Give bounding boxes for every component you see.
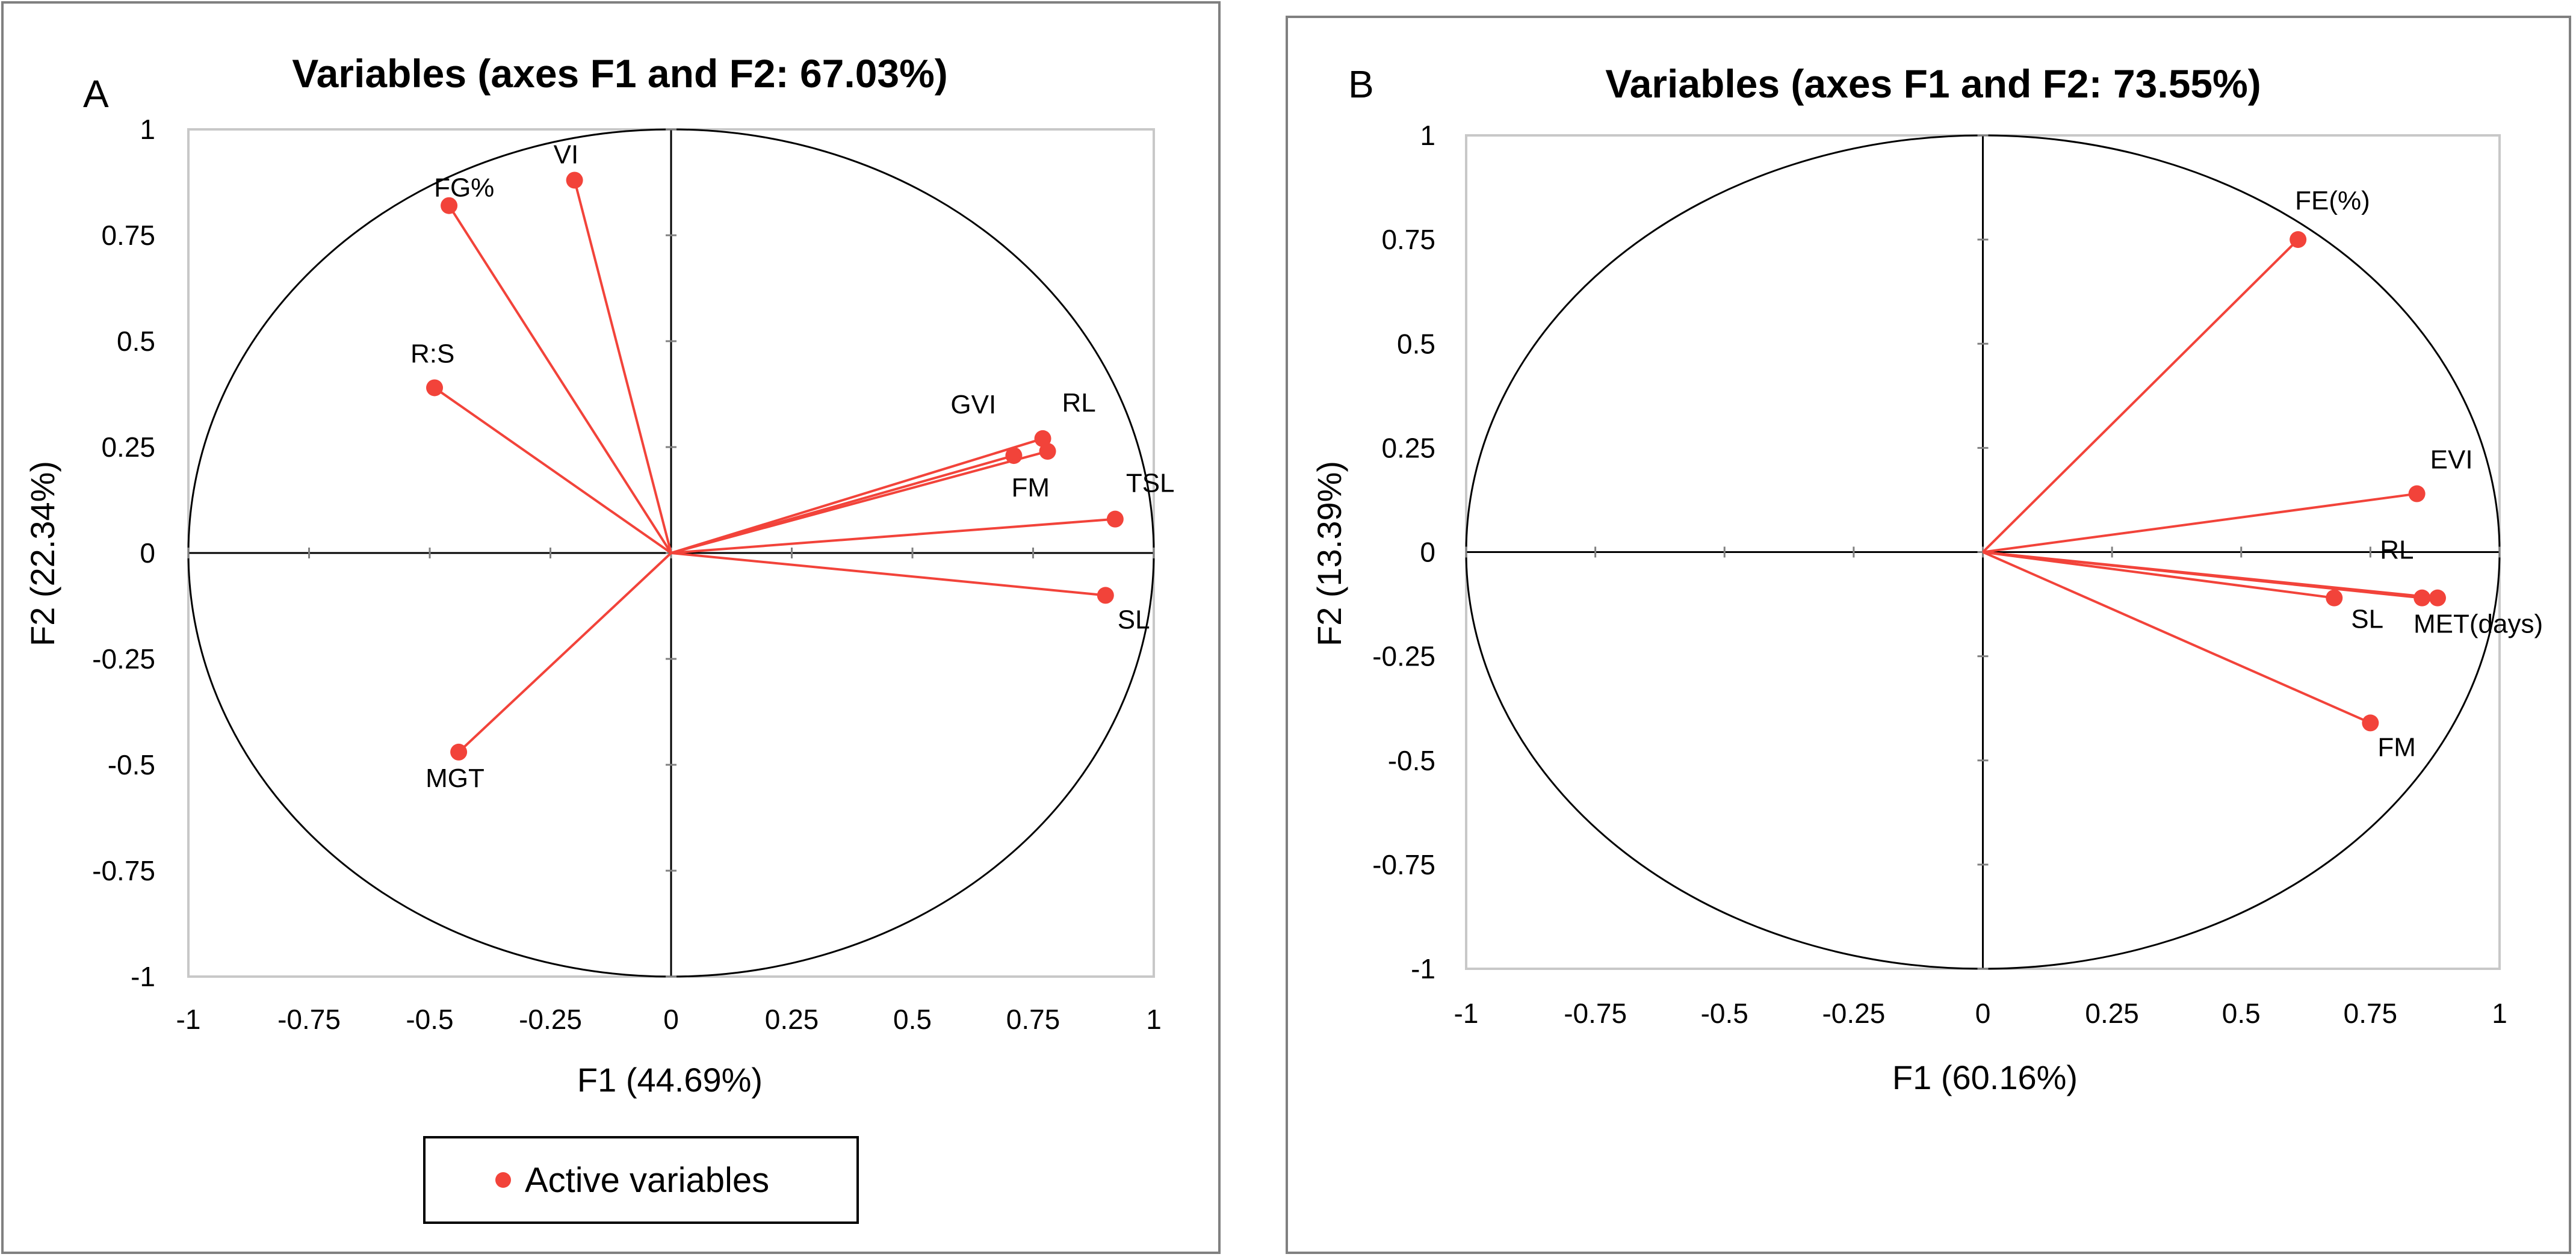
y-tick-label: -0.75 xyxy=(1372,849,1435,880)
x-tick-label: -1 xyxy=(176,1004,201,1035)
vector-rl xyxy=(670,437,1044,554)
x-tick-label: 0.5 xyxy=(2222,998,2261,1029)
point-label-rl: RL xyxy=(1062,388,1096,418)
point-label-fe: FE(%) xyxy=(2295,186,2370,215)
point-label-fm: FM xyxy=(1012,473,1050,502)
point-vi xyxy=(566,171,583,189)
y-tick-label: 0.75 xyxy=(101,220,155,251)
point-sl xyxy=(2326,589,2343,607)
y-tick-label: -0.5 xyxy=(1388,745,1435,776)
y-tick-label: 1 xyxy=(1420,120,1435,151)
vector-fm xyxy=(1982,551,2371,724)
point-mgt xyxy=(450,743,468,761)
point-met-days xyxy=(2429,589,2446,607)
panel-a-x-axis-label: F1 (44.69%) xyxy=(577,1061,763,1099)
point-label-gvi: GVI xyxy=(950,390,996,419)
y-tick-label: 0 xyxy=(140,537,155,569)
vector-vi xyxy=(573,179,672,554)
panel-a-letter: A xyxy=(83,72,109,116)
vector-mgt xyxy=(457,552,672,753)
y-tick-label: -0.25 xyxy=(1372,641,1435,672)
legend-marker xyxy=(495,1172,511,1188)
panel-b-letter: B xyxy=(1348,63,1374,106)
point-label-evi: EVI xyxy=(2430,445,2473,475)
point-evi xyxy=(2408,485,2426,502)
panel-a: A Variables (axes F1 and F2: 67.03%) -1-… xyxy=(1,1,1221,1254)
panel-a-plot: -1 -0.75 -0.5 -0.25 0 0.25 0.5 0.75 1 1 0.75 0.5 0.2… xyxy=(92,114,1174,1035)
vector-sl xyxy=(1983,551,2335,599)
panel-b: B Variables (axes F1 and F2: 73.55%) -1-… xyxy=(1286,16,2571,1254)
vector-tsl xyxy=(670,517,1115,554)
point-label-mgt: MGT xyxy=(426,764,485,793)
panel-b-x-axis-label: F1 (60.16%) xyxy=(1892,1058,2078,1096)
panel-b-border xyxy=(1286,16,2571,1254)
point-r-s xyxy=(426,379,444,397)
point-fm xyxy=(2362,714,2379,732)
x-tick-label: 0.75 xyxy=(1006,1004,1060,1035)
vector-fg xyxy=(448,205,672,554)
y-tick-label: -0.5 xyxy=(108,749,155,780)
x-tick-label: -0.5 xyxy=(406,1004,453,1035)
y-tick-label: 1 xyxy=(140,114,155,145)
x-tick-label: 0.25 xyxy=(765,1004,819,1035)
x-tick-label: 0.25 xyxy=(2085,998,2139,1029)
y-tick-label: 0 xyxy=(1420,537,1435,568)
point-label-tsl: TSL xyxy=(1126,469,1175,498)
vector-met-days xyxy=(1983,551,2438,599)
y-tick-label: 0.5 xyxy=(117,326,155,357)
panel-a-title: Variables (axes F1 and F2: 67.03%) xyxy=(292,51,948,96)
legend-label: Active variables xyxy=(525,1161,769,1200)
x-tick-label: -1 xyxy=(1454,998,1479,1029)
y-tick-label: 0.25 xyxy=(1381,432,1435,463)
point-label-sl: SL xyxy=(2351,605,2383,634)
panel-b-y-axis-label: F2 (13.39%) xyxy=(1310,461,1348,646)
vector-sl xyxy=(670,552,1106,597)
vector-evi xyxy=(1983,492,2417,554)
x-tick-label: 0 xyxy=(663,1004,679,1035)
point-label-rl: RL xyxy=(2380,536,2413,565)
x-tick-label: -0.75 xyxy=(1564,998,1627,1029)
x-tick-label: -0.75 xyxy=(277,1004,341,1035)
point-label-met-days: MET(days) xyxy=(2413,610,2543,639)
x-tick-label: -0.25 xyxy=(1822,998,1885,1029)
y-tick-label: -0.25 xyxy=(92,643,155,675)
point-label-fm: FM xyxy=(2377,732,2416,762)
y-tick-label: -1 xyxy=(131,961,155,992)
y-tick-label: 0.25 xyxy=(101,431,155,463)
point-fm xyxy=(1039,443,1056,460)
x-tick-label: -0.5 xyxy=(1701,998,1748,1029)
y-tick-label: -1 xyxy=(1411,953,1435,984)
point-label-r-s: R:S xyxy=(410,339,454,368)
panel-b-plot: -1 -0.75 -0.5 -0.25 0 0.25 0.5 0.75 1 1 0.75 0.5 0.2… xyxy=(1372,120,2543,1029)
y-tick-label: 0.75 xyxy=(1381,224,1435,255)
vector-r-s xyxy=(433,386,672,554)
legend: Active variables xyxy=(423,1136,859,1224)
x-tick-label: 0.5 xyxy=(893,1004,932,1035)
x-tick-label: -0.25 xyxy=(519,1004,582,1035)
x-tick-label: 0.75 xyxy=(2344,998,2398,1029)
x-tick-label: 1 xyxy=(1146,1004,1162,1035)
point-rl xyxy=(1034,430,1051,447)
point-sl xyxy=(1097,587,1114,604)
point-label-fg: FG% xyxy=(434,173,494,203)
point-label-sl: SL xyxy=(1118,605,1150,634)
y-tick-label: -0.75 xyxy=(92,855,155,886)
point-label-vi: VI xyxy=(554,140,579,169)
point-fg xyxy=(441,197,458,214)
x-tick-label: 0 xyxy=(1975,998,1991,1029)
vector-fe xyxy=(1982,238,2299,553)
point-fe xyxy=(2290,231,2307,249)
vector-fm xyxy=(670,450,1048,554)
point-rl xyxy=(2413,589,2431,607)
panel-a-border xyxy=(1,1,1221,1254)
y-tick-label: 0.5 xyxy=(1397,328,1435,359)
panel-a-y-axis-label: F2 (22.34%) xyxy=(23,461,61,646)
panel-b-title: Variables (axes F1 and F2: 73.55%) xyxy=(1605,61,2261,106)
point-tsl xyxy=(1106,510,1124,528)
x-tick-label: 1 xyxy=(2492,998,2507,1029)
